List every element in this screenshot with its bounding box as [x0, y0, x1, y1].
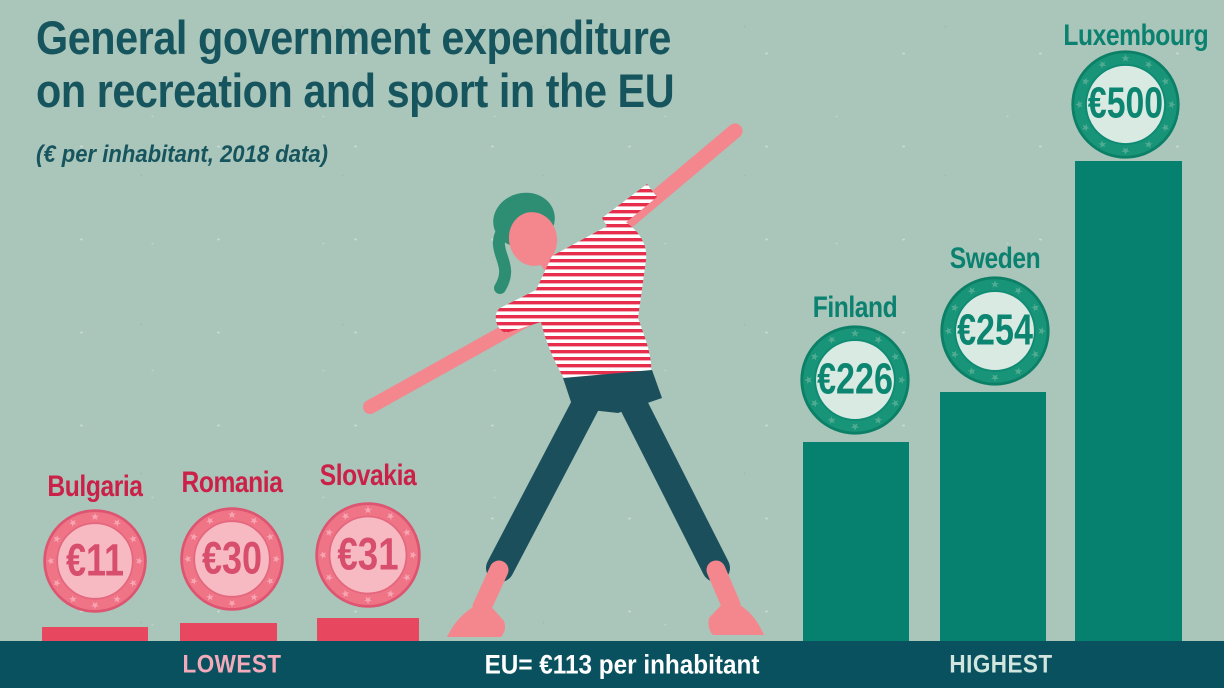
- country-label-sweden: Sweden: [949, 242, 1041, 275]
- left-ankle: [472, 560, 509, 617]
- coin-value-bulgaria: €11: [66, 535, 124, 586]
- coin-value-sweden: €254: [957, 306, 1033, 354]
- coin-inner: [328, 515, 408, 595]
- page-title-line2: on recreation and sport in the EU: [36, 63, 675, 117]
- hair-cap: [493, 192, 555, 248]
- coin-inner: [193, 520, 271, 598]
- head: [508, 212, 558, 266]
- coin-value-romania: €30: [202, 533, 262, 584]
- footer-band: LOWEST EU= €113 per inhabitant HIGHEST: [0, 641, 1224, 688]
- coin-slovakia: €31: [315, 502, 421, 608]
- pedestal-bulgaria: [42, 627, 148, 641]
- striped-shirt: [495, 219, 652, 393]
- coin-inner: [954, 290, 1036, 372]
- country-label-slovakia: Slovakia: [319, 459, 417, 492]
- hair-ponytail: [492, 222, 512, 294]
- right-leg: [616, 384, 730, 582]
- coin-value-slovakia: €31: [337, 528, 398, 580]
- pedestal-slovakia: [317, 618, 419, 641]
- coin-finland: €226: [800, 325, 910, 435]
- footer-lowest-label: LOWEST: [182, 650, 282, 678]
- page-title: General government expenditure on recrea…: [36, 11, 705, 117]
- left-leg: [486, 386, 602, 582]
- footer-eu-average-label: EU= €113 per inhabitant: [484, 649, 760, 679]
- coin-inner: [56, 522, 134, 600]
- left-foot: [447, 601, 505, 637]
- page-title-line1: General government expenditure: [36, 11, 671, 64]
- right-ankle: [706, 560, 741, 615]
- neck: [536, 247, 569, 287]
- bar-finland: [803, 442, 909, 641]
- coin-luxembourg: €500: [1071, 50, 1180, 159]
- coin-bulgaria: €11: [43, 509, 147, 613]
- leggings-hip: [563, 370, 662, 413]
- coin-value-finland: €226: [817, 355, 893, 403]
- pedestal-romania: [180, 623, 277, 641]
- coin-inner: [814, 339, 896, 421]
- coin-romania: €30: [180, 507, 284, 611]
- coin-sweden: €254: [940, 276, 1050, 386]
- bar-sweden: [940, 392, 1046, 641]
- right-foot: [708, 599, 764, 635]
- left-arm: [363, 308, 542, 414]
- country-label-finland: Finland: [812, 291, 898, 324]
- country-label-bulgaria: Bulgaria: [47, 470, 143, 503]
- page-subtitle: (€ per inhabitant, 2018 data): [36, 141, 329, 168]
- bar-luxembourg: [1075, 161, 1182, 641]
- shirt-sleeve: [602, 184, 657, 234]
- coin-inner: [1085, 64, 1166, 145]
- coin-value-luxembourg: €500: [1088, 80, 1163, 128]
- country-label-romania: Romania: [181, 466, 283, 499]
- footer-highest-label: HIGHEST: [949, 650, 1053, 678]
- country-label-luxembourg: Luxembourg: [1063, 19, 1209, 52]
- right-arm: [607, 123, 743, 240]
